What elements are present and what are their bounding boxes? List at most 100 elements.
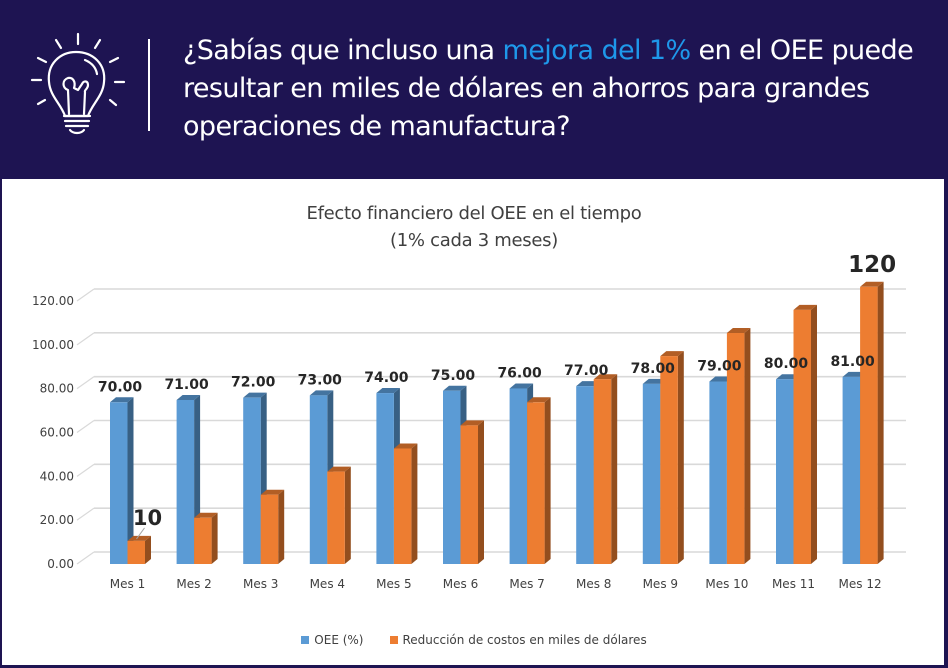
x-tick-label: Mes 7 [509,577,544,591]
bar-top-oee [509,383,534,389]
bar-reduccion [726,333,745,564]
bar-reduccion [460,425,478,564]
data-label-oee: 81.00 [830,354,875,370]
bar-reduccion [127,540,145,564]
y-tick-label: 60.00 [40,426,74,440]
legend-label-oee: OEE (%) [314,633,364,647]
bar-top-reduccion [260,489,285,495]
bar-top-reduccion [793,304,817,310]
bar-oee [776,379,794,564]
y-tick-label: 20.00 [40,513,74,527]
bar-side-reduccion [478,420,484,564]
x-tick-label: Mes 6 [443,577,478,591]
bar-side-reduccion [211,512,218,564]
bar-oee [509,388,528,564]
header-banner: ¿Sabías que incluso una mejora del 1% en… [0,0,948,179]
bar-oee [709,381,727,564]
legend-swatch-reduccion [389,636,398,644]
data-label-oee: 75.00 [431,368,476,384]
bar-side-reduccion [677,351,684,564]
bar-side-reduccion [811,304,817,564]
gridline-diagonal [76,551,95,565]
bar-top-reduccion [327,466,351,472]
bar-reduccion [393,448,412,564]
bar-top-reduccion [593,374,618,380]
legend-item-oee: OEE (%) [301,633,364,647]
bar-oee [176,399,195,564]
gridline-diagonal [76,332,95,346]
bar-oee [110,402,128,564]
x-tick-label: Mes 8 [576,577,611,591]
x-tick-label: Mes 2 [176,577,211,591]
chart-title: Efecto financiero del OEE en el tiempo [306,203,642,224]
data-label-oee: 80.00 [764,356,809,372]
data-label-oee: 77.00 [564,363,609,379]
leader-line [136,527,145,540]
bar-oee [243,397,261,564]
header-divider [148,39,150,131]
chart-subtitle: (1% cada 3 meses) [390,230,558,251]
bar-top-reduccion [194,512,218,518]
bar-top-reduccion [660,351,684,357]
legend-swatch-oee [301,636,310,644]
data-label-oee: 73.00 [298,372,343,388]
bar-reduccion [593,379,612,564]
bar-top-oee [176,394,201,400]
legend: OEE (%) Reducción de costos en miles de … [0,633,948,647]
bar-reduccion [660,356,678,564]
bar-side-reduccion [145,535,151,564]
x-tick-label: Mes 12 [839,577,882,591]
y-tick-label: 100.00 [32,338,74,352]
legend-label-reduccion: Reducción de costos en miles de dólares [402,633,647,647]
bar-side-reduccion [344,466,351,564]
headline: ¿Sabías que incluso una mejora del 1% en… [183,32,923,146]
bar-side-reduccion [611,374,618,564]
headline-part-1: ¿Sabías que incluso una [183,35,503,66]
x-tick-label: Mes 9 [643,577,678,591]
bar-top-oee [243,392,267,398]
lightbulb-icon [30,32,126,135]
x-tick-label: Mes 1 [110,577,145,591]
bar-side-reduccion [544,397,551,564]
data-label-oee: 72.00 [231,375,276,391]
bar-top-reduccion [860,281,884,287]
gridline-diagonal [76,376,95,390]
x-tick-label: Mes 11 [772,577,815,591]
legend-item-reduccion: Reducción de costos en miles de dólares [389,633,647,647]
gridline-diagonal [76,420,95,433]
bar-oee [376,393,394,564]
bar-reduccion [793,309,811,564]
bar-reduccion [260,494,279,564]
bar-reduccion [327,471,345,564]
bar-top-oee [443,385,467,391]
data-label-oee: 74.00 [364,370,409,386]
y-tick-label: 80.00 [40,382,74,396]
bar-side-reduccion [278,489,285,564]
x-tick-label: Mes 3 [243,577,278,591]
bar-reduccion [860,286,878,564]
headline-part-3: en el OEE puede resultar en miles de dól… [183,35,914,142]
bar-top-reduccion [393,443,418,449]
gridline-diagonal [76,463,95,477]
y-tick-label: 40.00 [40,469,74,483]
x-tick-label: Mes 5 [376,577,411,591]
x-tick-label: Mes 4 [310,577,345,591]
bar-side-reduccion [744,328,751,564]
gridline-diagonal [76,507,95,521]
headline-highlight: mejora del 1% [502,35,692,66]
bar-top-oee [110,397,134,403]
data-label-oee: 79.00 [697,359,742,375]
data-label-oee: 76.00 [497,365,542,381]
bar-top-oee [376,388,400,394]
bar-reduccion [194,517,212,564]
bar-oee [443,390,461,564]
bar-top-oee [309,390,334,396]
gridline-diagonal [76,288,95,302]
bar-top-reduccion [726,328,751,333]
data-label-oee: 71.00 [164,377,209,393]
bar-top-reduccion [460,420,484,426]
bar-top-reduccion [527,397,551,403]
bar-side-oee [127,397,134,564]
bar-top-reduccion [127,535,151,541]
